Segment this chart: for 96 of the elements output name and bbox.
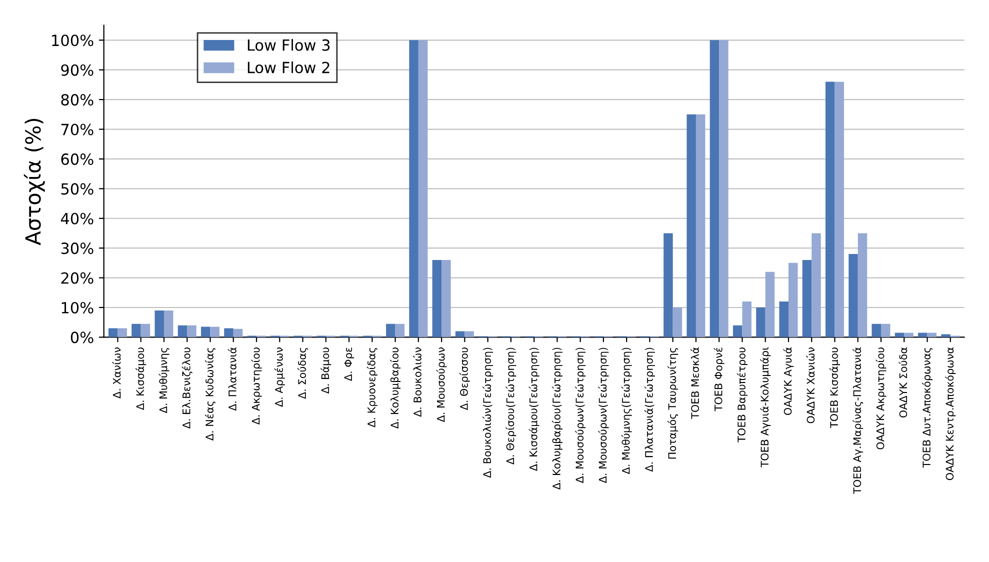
x-tick-label: ΤΟΕΒ Μεσκλά [690,347,699,419]
x-tick-label: ΟΑΔΥΚ Αγυιά [783,347,794,416]
bar [779,302,788,338]
bar [154,310,164,338]
bar [765,272,775,338]
bar [210,326,220,338]
bar [927,332,937,338]
x-tick-label: ΤΟΕΒ Δυτ.Αποκόρωνας [922,348,933,468]
bar [881,324,890,338]
x-tick-label: Δ. Βάμου [320,348,332,394]
bar [418,40,428,338]
bar [904,332,914,338]
x-tick-label: Δ. Κισσάμου(Γεώτρηση) [528,348,540,472]
bar [742,302,752,338]
y-tick-label: 10% [62,302,94,314]
x-tick-label: Δ. Κολυμβαρίου(Γεώτρηση) [552,348,562,490]
bar [118,328,127,338]
y-tick-label: 50% [61,183,94,195]
legend-label: Low Flow 3 [248,39,330,51]
bar [178,325,188,338]
y-tick-label: 0% [70,332,94,344]
y-tick-label: 80% [61,94,94,106]
y-tick-label: 20% [61,272,94,284]
x-tick-label: Δ. Φρε [344,348,354,382]
y-tick-label: 100% [52,34,94,46]
bar [395,324,405,338]
x-tick-label: ΤΟΕΒ Αγ.Μαρίνας-Πλατανιά [852,347,864,494]
bar [812,233,821,338]
x-tick-label: Δ. Χανίων [112,347,121,398]
bar [732,325,742,338]
bar [719,40,728,338]
x-tick-label: Δ. Βουκολιών(Γεώτρηση) [482,348,494,478]
x-tick-label: Δ. Μουσούρων(Γεώτρηση) [598,348,609,484]
bar [187,325,196,338]
x-tick-label: ΟΑΔΥΚ Χανιών [806,347,815,424]
bar [802,260,812,338]
bar [464,331,474,338]
x-tick-label: ΤΟΕΒ Φορνέ [714,348,724,412]
x-tick-label: ΤΟΕΒ Αγυιά-Κολυμπάρι [760,347,771,468]
bar [858,233,868,338]
bar [710,40,720,338]
x-tick-label: ΟΑΔΥΚ Κεντρ.Αποκόρωνα [945,347,956,480]
x-tick-label: ΤΟΕΒ Βαρυπέτρου [736,348,748,442]
y-tick-label: 60% [61,153,94,165]
x-tick-label: Δ. Μουσούρων [436,347,447,422]
bar [233,328,243,338]
x-tick-label: ΟΑΔΥΚ Ακρωτηρίου [876,348,886,450]
bar [894,332,904,338]
legend-label: Low Flow 2 [248,61,330,74]
bar [918,332,928,338]
x-tick-label: Δ. Βουκολιών [412,347,422,417]
x-tick-label: ΤΟΕΒ Κισσάμου [830,348,840,428]
bar [672,307,682,338]
x-tick-label: ΟΑΔΥΚ Σούδα [898,347,908,418]
bar [664,233,673,338]
bar [788,262,798,338]
bar [825,82,835,338]
bar [432,260,442,338]
x-tick-label: Δ. Κρυονερίδας [366,348,378,428]
x-tick-label: Δ. Αρμένων [274,347,285,407]
x-tick-label: Δ. Πλατανιά(Γεώτρηση) [644,348,655,472]
bar [941,334,950,338]
y-tick-label: 30% [61,242,94,254]
x-tick-label: Ποταμός Ταυρωνίτης [668,348,678,459]
bar [696,114,706,338]
bar [686,114,696,338]
x-tick-label: Δ. Νέας Κυδωνίας [204,348,216,441]
bar [140,324,150,338]
y-axis-title: Αστοχία (%) [24,118,45,246]
bar [132,324,141,338]
x-tick-label: Δ. Κολυμβαρίου [390,348,401,429]
y-tick-label: 40% [60,212,94,224]
x-tick-label: Δ. Κισσάμου [136,348,146,410]
x-tick-label: Δ. Ελ.Βενιζέλου [182,348,192,429]
bar [409,40,418,338]
bar [224,328,234,338]
x-tick-label: Δ. Μυθύμνης(Γεώτρηση) [621,348,632,474]
y-tick-label: 70% [61,124,94,136]
y-tick-label: 90% [61,64,94,76]
x-tick-label: Δ. Μυθύμνης [158,348,170,414]
bar [848,254,858,338]
x-tick-label: Δ. Θερίσσου [459,348,470,410]
bar [200,326,210,338]
x-tick-label: Δ. Θερίσου(Γεώτρηση) [506,348,516,465]
bar [164,310,174,338]
bar [455,331,465,338]
x-tick-label: Δ. Σούδας [298,348,308,399]
x-tick-label: Δ. Πλατανιά [228,347,236,411]
bar [442,260,451,338]
x-tick-label: Δ. Ακρωτηρίου [251,348,262,425]
bar [834,82,844,338]
bar [108,328,118,338]
x-tick-label: Δ. Μουσούρων(Γεώτρηση) [575,348,586,484]
bar [386,324,396,338]
bar [756,307,766,338]
bar [872,324,882,338]
